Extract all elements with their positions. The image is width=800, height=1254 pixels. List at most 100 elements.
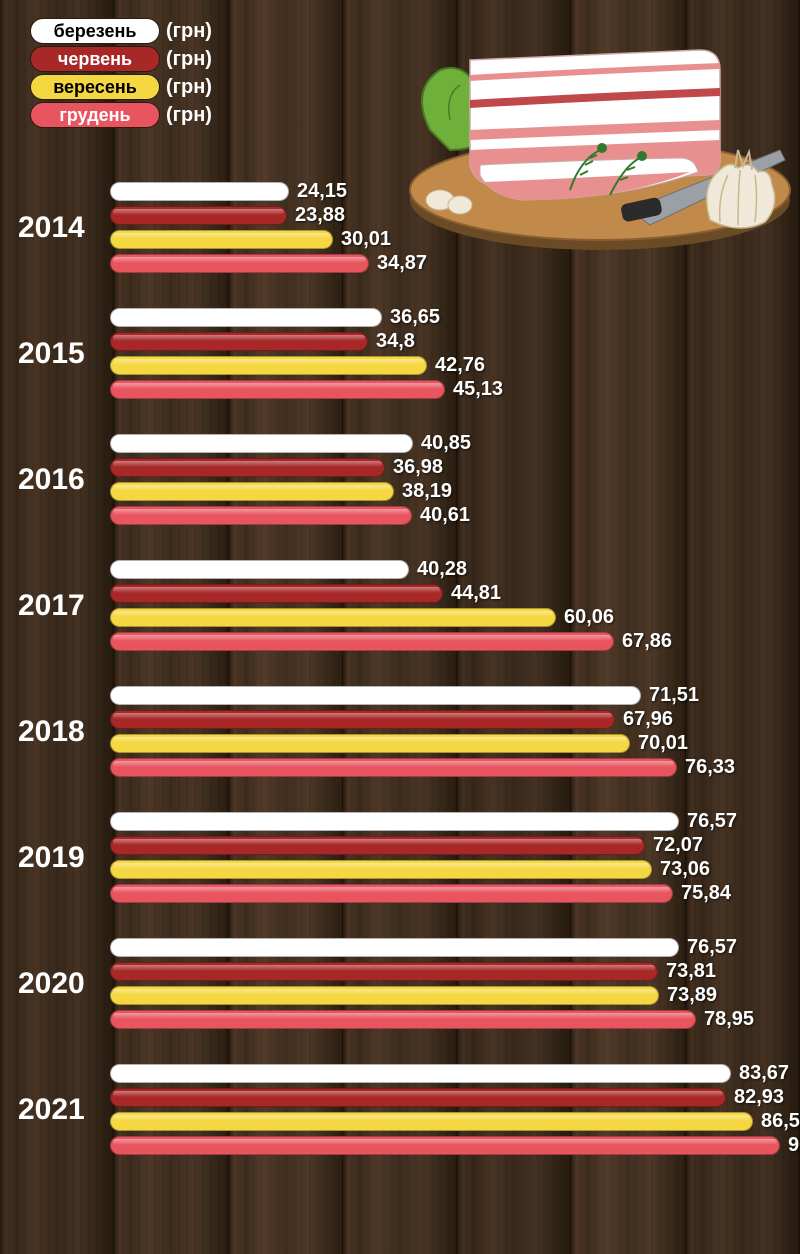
bar-value: 76,57 <box>687 936 737 959</box>
bar-value: 86,58 <box>761 1110 800 1133</box>
bar <box>110 230 333 249</box>
bar-row: 76,57 <box>110 936 800 958</box>
bar-value: 40,61 <box>420 504 470 527</box>
year-label: 2018 <box>0 715 110 749</box>
bar-value: 82,93 <box>734 1086 784 1109</box>
bar <box>110 1112 753 1131</box>
bar-value: 83,67 <box>739 1062 789 1085</box>
food-illustration <box>320 0 800 260</box>
bar <box>110 608 556 627</box>
legend-box-december: грудень <box>30 102 160 128</box>
year-label: 2017 <box>0 589 110 623</box>
bar <box>110 1064 731 1083</box>
bar-value: 38,19 <box>402 480 452 503</box>
bar-row: 83,67 <box>110 1062 800 1084</box>
bar-row: 44,81 <box>110 582 800 604</box>
year-block: 201536,6534,842,7645,13 <box>0 306 800 402</box>
bar <box>110 734 630 753</box>
bar <box>110 206 287 225</box>
bar <box>110 332 368 351</box>
bar <box>110 884 673 903</box>
year-block: 2020 76,5773,8173,8978,95 <box>0 936 800 1032</box>
bar <box>110 458 385 477</box>
bar-row: 73,81 <box>110 960 800 982</box>
bar-row: 36,65 <box>110 306 800 328</box>
legend-box-june: червень <box>30 46 160 72</box>
legend-item: грудень (грн) <box>30 102 212 128</box>
bar-value: 67,96 <box>623 708 673 731</box>
legend-item: червень (грн) <box>30 46 212 72</box>
bar <box>110 836 645 855</box>
bar-row: 78,95 <box>110 1008 800 1030</box>
year-label: 2016 <box>0 463 110 497</box>
bar-value: 72,07 <box>653 834 703 857</box>
year-label: 2019 <box>0 841 110 875</box>
bar-value: 76,33 <box>685 756 735 779</box>
bar <box>110 182 289 201</box>
year-label: 2015 <box>0 337 110 371</box>
bar-value: 67,86 <box>622 630 672 653</box>
bar-row: 34,8 <box>110 330 800 352</box>
bar-row: 70,01 <box>110 732 800 754</box>
legend-box-march: березень <box>30 18 160 44</box>
bar <box>110 380 445 399</box>
bar-value: 34,8 <box>376 330 415 353</box>
bar-value: 78,95 <box>704 1008 754 1031</box>
bars-group: 40,8536,9838,1940,61 <box>110 432 800 528</box>
bar-row: 72,07 <box>110 834 800 856</box>
bar-value: 36,65 <box>390 306 440 329</box>
bar-row: 76,57 <box>110 810 800 832</box>
bar-value: 40,85 <box>421 432 471 455</box>
bar-value: 73,81 <box>666 960 716 983</box>
bar-row: 36,98 <box>110 456 800 478</box>
legend-item: вересень (грн) <box>30 74 212 100</box>
year-block: 2017 40,2844,81 60,06 67,86 <box>0 558 800 654</box>
bar <box>110 434 413 453</box>
bar <box>110 1088 726 1107</box>
bar-row: 40,61 <box>110 504 800 526</box>
bar-row: 40,85 <box>110 432 800 454</box>
legend-box-september: вересень <box>30 74 160 100</box>
bar-row: 38,19 <box>110 480 800 502</box>
bar <box>110 938 679 957</box>
bar-value: 44,81 <box>451 582 501 605</box>
bar <box>110 308 382 327</box>
bar-value: 60,06 <box>564 606 614 629</box>
year-label: 2021 <box>0 1093 110 1127</box>
bar-row: 60,06 <box>110 606 800 628</box>
bars-group: 36,6534,842,7645,13 <box>110 306 800 402</box>
price-chart: 201424,1523,8830,0134,87201536,6534,842,… <box>0 180 800 1188</box>
legend-unit: (грн) <box>166 76 212 99</box>
bar-row: 45,13 <box>110 378 800 400</box>
bar-value: 71,51 <box>649 684 699 707</box>
legend-unit: (грн) <box>166 48 212 71</box>
bar-row: 42,76 <box>110 354 800 376</box>
bar-row: 76,33 <box>110 756 800 778</box>
bar <box>110 812 679 831</box>
bar <box>110 1136 780 1155</box>
legend-unit: (грн) <box>166 104 212 127</box>
bar <box>110 1010 696 1029</box>
year-label: 2014 <box>0 211 110 245</box>
bars-group: 83,6782,9386,5890,24 <box>110 1062 800 1158</box>
bar-row: 71,51 <box>110 684 800 706</box>
legend: березень (грн) червень (грн) вересень (г… <box>30 18 212 130</box>
bar-row: 75,84 <box>110 882 800 904</box>
bar-value: 73,89 <box>667 984 717 1007</box>
bar-value: 40,28 <box>417 558 467 581</box>
bar-value: 73,06 <box>660 858 710 881</box>
bar <box>110 710 615 729</box>
year-label: 2020 <box>0 967 110 1001</box>
bar <box>110 356 427 375</box>
bar <box>110 482 394 501</box>
legend-unit: (грн) <box>166 20 212 43</box>
year-block: 201871,5167,9670,0176,33 <box>0 684 800 780</box>
bar-value: 36,98 <box>393 456 443 479</box>
bar <box>110 560 409 579</box>
bar-value: 90,24 <box>788 1134 800 1157</box>
bars-group: 40,2844,81 60,06 67,86 <box>110 558 800 654</box>
bar <box>110 632 614 651</box>
bar <box>110 962 658 981</box>
legend-item: березень (грн) <box>30 18 212 44</box>
bars-group: 71,5167,9670,0176,33 <box>110 684 800 780</box>
